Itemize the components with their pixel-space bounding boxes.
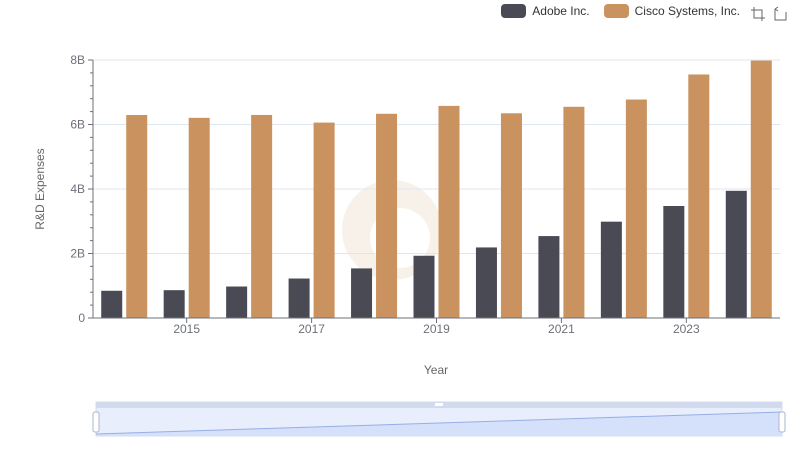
bar-adobe-2022[interactable]	[600, 221, 622, 318]
x-tick-label: 2019	[423, 322, 450, 336]
bar-cisco-2019[interactable]	[438, 105, 460, 318]
bar-adobe-2021[interactable]	[538, 236, 560, 318]
restore-icon[interactable]	[772, 6, 788, 22]
bar-cisco-2024[interactable]	[750, 60, 772, 318]
bar-adobe-2018[interactable]	[351, 268, 373, 318]
bar-cisco-2020[interactable]	[500, 113, 522, 318]
y-tick-label: 4B	[70, 182, 85, 196]
bar-adobe-2014[interactable]	[101, 290, 123, 318]
x-tick-label: 2023	[673, 322, 700, 336]
y-tick-label: 2B	[70, 247, 85, 261]
legend: Adobe Inc. Cisco Systems, Inc.	[501, 4, 740, 18]
axes: 0 2B 4B 6B 8B 2015 2017 2019 2021 2023	[70, 53, 780, 336]
x-axis-title: Year	[424, 363, 448, 377]
toolbox	[750, 6, 788, 22]
bar-adobe-2019[interactable]	[413, 255, 435, 318]
slider-handle-left[interactable]	[92, 411, 100, 433]
zoom-icon[interactable]	[750, 6, 766, 22]
bar-adobe-2017[interactable]	[288, 278, 310, 318]
bar-adobe-2023[interactable]	[663, 205, 685, 318]
legend-swatch-cisco	[603, 4, 629, 18]
x-tick-label: 2017	[298, 322, 325, 336]
slider-data-line	[95, 411, 783, 435]
legend-item-cisco[interactable]: Cisco Systems, Inc.	[603, 4, 740, 18]
slider-move-grip[interactable]	[435, 403, 443, 406]
legend-item-adobe[interactable]: Adobe Inc.	[501, 4, 590, 18]
bar-cisco-2018[interactable]	[376, 113, 398, 318]
y-tick-label: 6B	[70, 118, 85, 132]
legend-label-cisco: Cisco Systems, Inc.	[634, 4, 740, 18]
slider-handle-right[interactable]	[778, 411, 786, 433]
legend-label-adobe: Adobe Inc.	[532, 4, 590, 18]
bars	[101, 60, 772, 319]
x-tick-label: 2015	[173, 322, 200, 336]
bar-cisco-2023[interactable]	[688, 74, 710, 318]
bar-cisco-2022[interactable]	[625, 99, 647, 318]
bar-cisco-2014[interactable]	[126, 115, 148, 319]
bar-cisco-2017[interactable]	[313, 122, 335, 318]
y-axis-title: R&D Expenses	[33, 148, 47, 229]
legend-swatch-adobe	[501, 4, 527, 18]
y-tick-label: 0	[78, 311, 85, 325]
bar-cisco-2015[interactable]	[188, 117, 210, 318]
y-tick-label: 8B	[70, 53, 85, 67]
bar-adobe-2024[interactable]	[725, 190, 747, 318]
bar-cisco-2016[interactable]	[251, 114, 273, 318]
bar-adobe-2020[interactable]	[475, 247, 497, 318]
bar-cisco-2021[interactable]	[563, 106, 585, 319]
x-tick-label: 2021	[548, 322, 575, 336]
bar-adobe-2015[interactable]	[163, 290, 185, 318]
bar-adobe-2016[interactable]	[226, 286, 248, 318]
data-zoom-slider[interactable]	[92, 401, 786, 437]
